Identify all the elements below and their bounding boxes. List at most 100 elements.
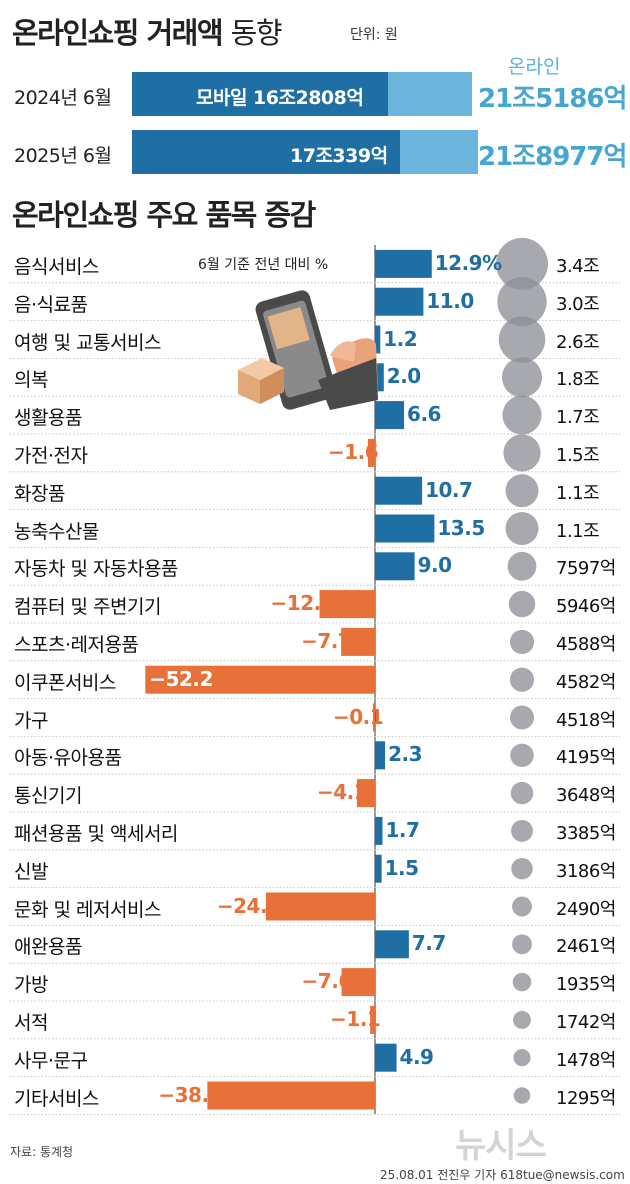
summary-mobile-label-2024: 모바일 16조2808억 [196, 87, 364, 109]
source-label: 자료: 통계청 [10, 1145, 74, 1159]
bar-1 [375, 287, 424, 316]
value-label: −52.2 [149, 666, 213, 691]
amount-label: 4588억 [556, 633, 616, 655]
bar-10 [341, 627, 375, 656]
amount-circle-14 [510, 781, 534, 805]
amount-label: 1.8조 [556, 369, 600, 391]
amount-label: 2.6조 [556, 331, 600, 353]
box-illustration [238, 358, 284, 404]
amount-circle-20 [513, 1010, 531, 1029]
bar-13 [375, 741, 386, 770]
summary-year-2024: 2024년 6월 [14, 87, 112, 109]
amount-label: 2490억 [556, 898, 616, 920]
amount-circle-1 [497, 277, 547, 327]
value-label: −4.1 [316, 780, 368, 805]
bar-8 [375, 552, 415, 581]
category-label: 패션용품 및 액세서리 [14, 822, 178, 845]
main-title-bold: 온라인쇼핑 거래액 [12, 16, 224, 50]
value-label: 12.9% [434, 250, 502, 275]
value-label: 4.9 [399, 1044, 434, 1069]
bar-16 [375, 854, 382, 883]
summary-mobile-bar-2024 [132, 72, 388, 116]
amount-circle-17 [512, 896, 532, 917]
value-label: 7.7 [411, 931, 446, 956]
category-label: 가구 [14, 709, 48, 732]
category-label: 여행 및 교통서비스 [14, 331, 161, 354]
value-label: −12.6 [270, 591, 335, 616]
amount-circle-16 [511, 857, 533, 880]
amount-circle-10 [509, 629, 535, 654]
amount-label: 1.5조 [556, 444, 600, 466]
newsis-logo: 뉴시스 [455, 1126, 547, 1166]
summary-mobile-label-2025: 17조339억 [290, 145, 388, 167]
amount-label: 7597억 [556, 558, 616, 580]
value-label: 9.0 [417, 553, 452, 578]
amount-circle-3 [501, 357, 543, 398]
main-title: 온라인쇼핑 거래액 동향 [12, 10, 283, 52]
category-label: 컴퓨터 및 주변기기 [14, 596, 161, 619]
amount-label: 4582억 [556, 671, 616, 693]
value-label: −7.6 [301, 969, 353, 994]
category-label: 농축수산물 [14, 520, 99, 543]
value-label: 1.2 [383, 326, 418, 351]
value-label: 10.7 [425, 477, 473, 502]
category-label: 가전·전자 [14, 444, 88, 467]
amount-circle-2 [498, 316, 546, 363]
bar-5 [367, 438, 375, 467]
unit-label: 단위: 원 [350, 27, 398, 43]
bar-3 [375, 363, 384, 392]
value-label: −7.7 [301, 628, 352, 653]
category-label: 의복 [14, 369, 48, 392]
bar-14 [356, 779, 375, 808]
category-label: 신발 [14, 860, 48, 883]
amount-label: 1.1조 [556, 482, 600, 504]
summary-mobile-bar-2025 [132, 130, 400, 174]
bar-19 [341, 968, 375, 997]
value-label: −1.6 [327, 439, 379, 464]
amount-circle-21 [513, 1049, 531, 1067]
category-label: 화장품 [14, 482, 65, 505]
value-label: 2.0 [386, 364, 421, 389]
amount-circle-12 [509, 705, 535, 730]
chart-note: 6월 기준 전년 대비 % [198, 257, 329, 273]
value-label: 11.0 [426, 288, 474, 313]
chart-rows [10, 237, 620, 1115]
amount-label: 1.7조 [556, 407, 600, 429]
value-label: 6.6 [407, 402, 441, 427]
amount-label: 5946억 [556, 596, 616, 618]
value-label: −24.8 [216, 893, 281, 918]
amount-label: 3186억 [556, 860, 616, 882]
amount-label: 1935억 [556, 974, 616, 996]
amount-circle-4 [502, 395, 542, 435]
bar-21 [375, 1043, 397, 1072]
amount-label: 1295억 [556, 1087, 616, 1109]
amount-circle-18 [512, 934, 532, 955]
value-label: 2.3 [388, 742, 423, 767]
summary-online-value-2024: 21조5186억 [478, 84, 627, 114]
amount-label: 3648억 [556, 785, 616, 807]
amount-label: 1742억 [556, 1011, 616, 1033]
amount-label: 1478억 [556, 1049, 616, 1071]
category-label: 이쿠폰서비스 [14, 671, 116, 694]
amount-circle-0 [496, 237, 548, 290]
bar-6 [375, 476, 423, 505]
main-title-light: 동향 [230, 16, 283, 50]
category-label: 서적 [14, 1011, 48, 1034]
bar-12 [373, 703, 375, 732]
category-label: 문화 및 레저서비스 [14, 898, 161, 921]
bar-20 [370, 1005, 375, 1034]
category-label: 스포츠·레저용품 [14, 633, 139, 656]
amount-label: 4518억 [556, 709, 616, 731]
summary-online-value-2025: 21조8977억 [478, 142, 627, 172]
amount-circle-6 [505, 474, 539, 508]
category-label: 기타서비스 [14, 1087, 99, 1110]
amount-circle-15 [511, 819, 533, 842]
amount-circle-8 [507, 551, 537, 581]
amount-label: 3.0조 [556, 293, 600, 315]
amount-circle-13 [510, 743, 534, 768]
section-title: 온라인쇼핑 주요 품목 증감 [12, 198, 316, 232]
category-label: 가방 [14, 974, 48, 997]
bar-0 [375, 249, 432, 278]
summary-year-2025: 2025년 6월 [14, 145, 112, 167]
